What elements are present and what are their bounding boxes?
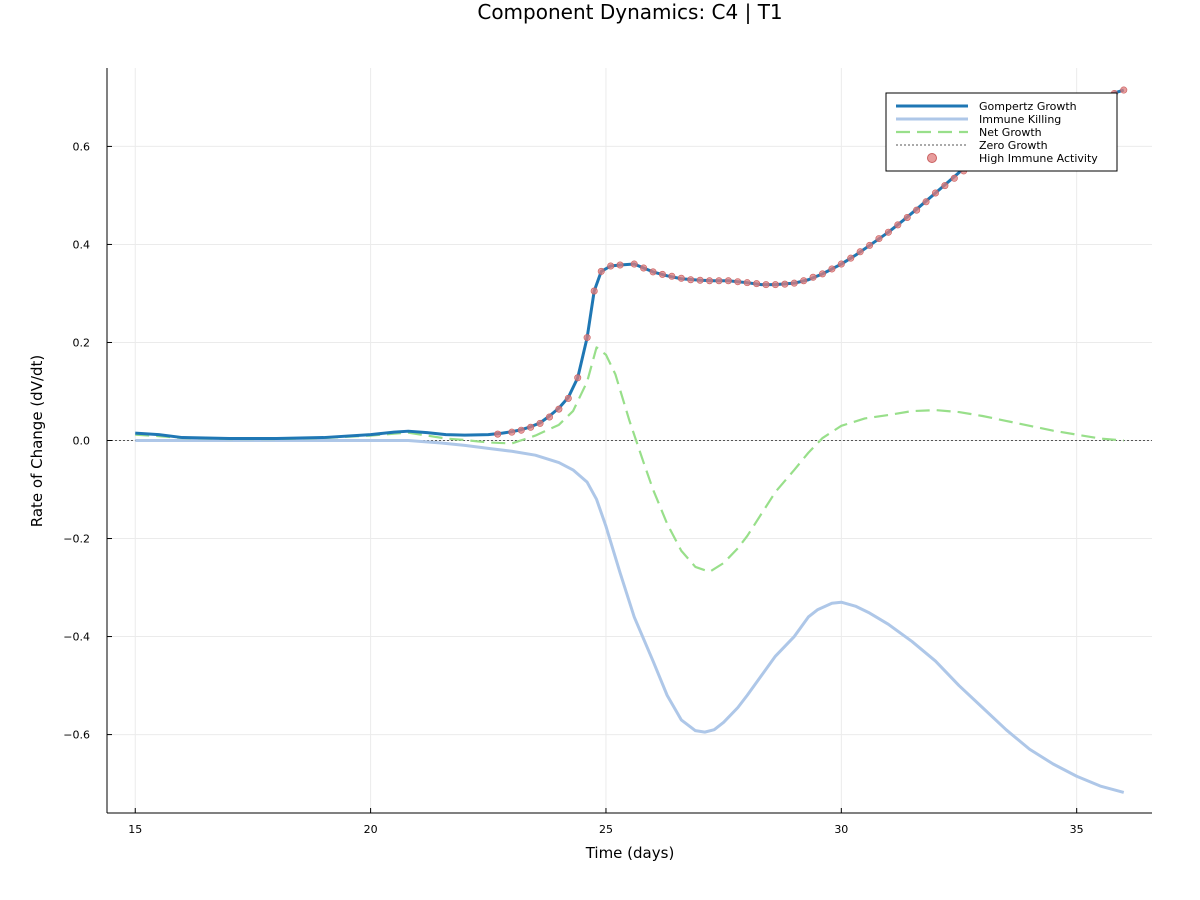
scatter-point: [494, 430, 502, 438]
scatter-point: [677, 274, 685, 282]
legend-entry-high-immune-activity: High Immune Activity: [927, 152, 1098, 165]
scatter-point: [866, 241, 874, 249]
scatter-point: [668, 272, 676, 280]
scatter-point: [508, 428, 516, 436]
scatter-point: [687, 276, 695, 284]
scatter-point: [630, 260, 638, 268]
scatter-point: [913, 206, 921, 214]
tick-labels: 15 20 25 30 35 −0.6 −0.4 −0.2 0.0 0.2 0.4 0.6: [63, 140, 1083, 836]
x-tick-label: 20: [364, 823, 378, 836]
scatter-point: [771, 281, 779, 289]
y-tick-label: −0.6: [63, 729, 90, 742]
scatter-point: [564, 394, 572, 402]
scatter-point: [616, 261, 624, 269]
scatter-point: [1120, 86, 1128, 94]
scatter-point: [875, 235, 883, 243]
x-tick-label: 25: [599, 823, 613, 836]
y-tick-label: −0.4: [63, 631, 90, 644]
y-tick-label: 0.4: [73, 238, 91, 251]
legend-entry-gompertz-growth: Gompertz Growth: [896, 100, 1077, 113]
scatter-point: [658, 270, 666, 278]
x-tick-label: 30: [834, 823, 848, 836]
scatter-point: [800, 277, 808, 285]
legend-entry-net-growth: Net Growth: [896, 126, 1042, 139]
scatter-point: [950, 174, 958, 182]
scatter-point: [696, 276, 704, 284]
x-tick-label: 35: [1070, 823, 1084, 836]
scatter-point: [583, 334, 591, 342]
scatter-point: [837, 260, 845, 268]
scatter-point: [809, 273, 817, 281]
scatter-point: [762, 281, 770, 289]
y-tick-label: 0.0: [73, 435, 91, 448]
scatter-point: [753, 280, 761, 288]
scatter-point: [517, 426, 525, 434]
legend-label: Zero Growth: [979, 139, 1048, 152]
scatter-point: [790, 279, 798, 287]
scatter-point: [884, 228, 892, 236]
y-tick-label: −0.2: [63, 533, 90, 546]
legend-marker: [927, 153, 937, 163]
scatter-point: [649, 268, 657, 276]
scatter-point: [941, 182, 949, 190]
scatter-point: [922, 198, 930, 206]
legend-entry-immune-killing: Immune Killing: [896, 113, 1061, 126]
scatter-point: [818, 270, 826, 278]
x-axis-title: Time (days): [585, 844, 675, 862]
scatter-point: [743, 279, 751, 287]
y-tick-label: 0.2: [73, 336, 91, 349]
scatter-point: [847, 254, 855, 262]
scatter-point: [527, 423, 535, 431]
series-line-immune-killing: [135, 439, 1125, 794]
scatter-point: [590, 287, 598, 295]
scatter-point: [781, 280, 789, 288]
legend-entry-zero-growth: Zero Growth: [896, 139, 1048, 152]
scatter-point: [715, 277, 723, 285]
legend-label: Net Growth: [979, 126, 1042, 139]
scatter-point: [607, 262, 615, 270]
scatter-point: [734, 278, 742, 286]
scatter-point: [706, 277, 714, 285]
scatter-point: [856, 248, 864, 256]
scatter-point: [536, 419, 544, 427]
x-tick-label: 15: [128, 823, 142, 836]
scatter-point: [640, 264, 648, 272]
scatter-point: [574, 374, 582, 382]
scatter-point: [903, 213, 911, 221]
scatter-point: [894, 221, 902, 229]
scatter-point: [555, 405, 563, 413]
scatter-point: [931, 189, 939, 197]
legend-label: Immune Killing: [979, 113, 1061, 126]
scatter-point: [597, 267, 605, 275]
y-tick-label: 0.6: [73, 140, 91, 153]
chart-title: Component Dynamics: C4 | T1: [477, 0, 782, 24]
y-axis-title: Rate of Change (dV/dt): [28, 355, 46, 528]
legend-label: High Immune Activity: [979, 152, 1098, 165]
scatter-point: [724, 277, 732, 285]
legend-label: Gompertz Growth: [979, 100, 1077, 113]
scatter-point: [545, 413, 553, 421]
scatter-point: [828, 265, 836, 273]
